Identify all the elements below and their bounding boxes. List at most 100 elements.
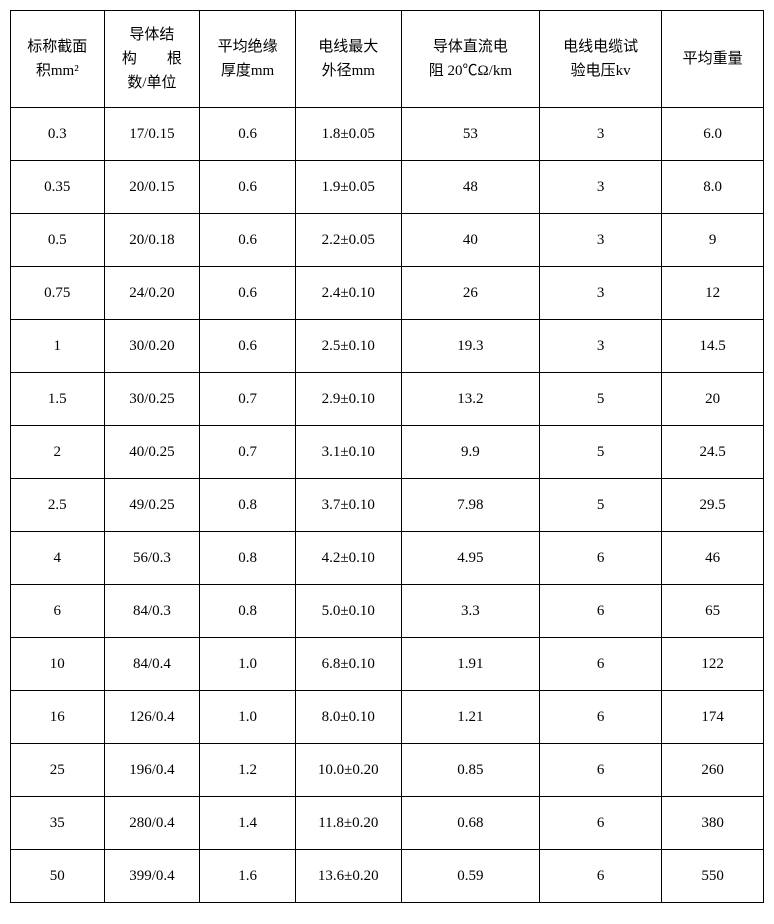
table-cell: 16: [11, 691, 105, 744]
table-cell: 3: [540, 161, 662, 214]
table-cell: 196/0.4: [104, 744, 200, 797]
table-cell: 1: [11, 320, 105, 373]
table-row: 130/0.200.62.5±0.1019.3314.5: [11, 320, 764, 373]
table-cell: 0.85: [401, 744, 539, 797]
table-row: 16126/0.41.08.0±0.101.216174: [11, 691, 764, 744]
table-cell: 0.5: [11, 214, 105, 267]
table-cell: 13.6±0.20: [295, 850, 401, 903]
table-cell: 174: [662, 691, 764, 744]
col-header-4-l1: 导体直流电: [433, 39, 508, 55]
table-cell: 1.8±0.05: [295, 108, 401, 161]
table-cell: 6: [540, 744, 662, 797]
col-header-6-l1: 平均重量: [683, 51, 743, 67]
table-cell: 6: [540, 638, 662, 691]
table-cell: 5.0±0.10: [295, 585, 401, 638]
table-cell: 14.5: [662, 320, 764, 373]
table-body: 0.317/0.150.61.8±0.055336.00.3520/0.150.…: [11, 108, 764, 903]
table-cell: 0.8: [200, 585, 296, 638]
col-header-3-l1: 电线最大: [318, 39, 378, 55]
table-cell: 8.0: [662, 161, 764, 214]
col-header-6: 平均重量: [662, 11, 764, 108]
spec-table: 标称截面 积mm² 导体结 构 根 数/单位 平均绝缘 厚度mm 电线最大 外径…: [10, 10, 764, 903]
table-cell: 10.0±0.20: [295, 744, 401, 797]
table-cell: 84/0.3: [104, 585, 200, 638]
table-row: 0.317/0.150.61.8±0.055336.0: [11, 108, 764, 161]
table-cell: 20: [662, 373, 764, 426]
table-cell: 30/0.25: [104, 373, 200, 426]
table-row: 35280/0.41.411.8±0.200.686380: [11, 797, 764, 850]
table-cell: 1.0: [200, 691, 296, 744]
table-cell: 46: [662, 532, 764, 585]
col-header-2: 平均绝缘 厚度mm: [200, 11, 296, 108]
col-header-1-l2: 构 根: [122, 51, 182, 67]
table-cell: 2.5: [11, 479, 105, 532]
table-cell: 0.6: [200, 320, 296, 373]
table-cell: 380: [662, 797, 764, 850]
table-cell: 3.1±0.10: [295, 426, 401, 479]
table-cell: 3.7±0.10: [295, 479, 401, 532]
table-row: 684/0.30.85.0±0.103.3665: [11, 585, 764, 638]
table-cell: 126/0.4: [104, 691, 200, 744]
table-cell: 2.4±0.10: [295, 267, 401, 320]
table-row: 1084/0.41.06.8±0.101.916122: [11, 638, 764, 691]
col-header-5-l1: 电线电缆试: [563, 39, 638, 55]
table-cell: 0.6: [200, 214, 296, 267]
table-row: 0.520/0.180.62.2±0.054039: [11, 214, 764, 267]
table-cell: 6: [540, 797, 662, 850]
table-cell: 0.6: [200, 108, 296, 161]
table-cell: 0.75: [11, 267, 105, 320]
col-header-0-l1: 标称截面: [27, 39, 87, 55]
col-header-5: 电线电缆试 验电压kv: [540, 11, 662, 108]
table-cell: 0.7: [200, 373, 296, 426]
table-cell: 6: [11, 585, 105, 638]
table-cell: 12: [662, 267, 764, 320]
table-row: 456/0.30.84.2±0.104.95646: [11, 532, 764, 585]
table-cell: 2: [11, 426, 105, 479]
table-row: 0.7524/0.200.62.4±0.1026312: [11, 267, 764, 320]
table-cell: 11.8±0.20: [295, 797, 401, 850]
table-cell: 35: [11, 797, 105, 850]
table-cell: 6.8±0.10: [295, 638, 401, 691]
table-row: 25196/0.41.210.0±0.200.856260: [11, 744, 764, 797]
table-cell: 3.3: [401, 585, 539, 638]
table-cell: 9: [662, 214, 764, 267]
table-cell: 0.7: [200, 426, 296, 479]
table-row: 240/0.250.73.1±0.109.9524.5: [11, 426, 764, 479]
col-header-0-l2: 积mm²: [36, 63, 79, 79]
col-header-2-l2: 厚度mm: [221, 63, 274, 79]
table-cell: 550: [662, 850, 764, 903]
table-cell: 6: [540, 691, 662, 744]
col-header-2-l1: 平均绝缘: [218, 39, 278, 55]
col-header-3: 电线最大 外径mm: [295, 11, 401, 108]
table-cell: 0.68: [401, 797, 539, 850]
table-cell: 4.2±0.10: [295, 532, 401, 585]
table-cell: 2.2±0.05: [295, 214, 401, 267]
table-cell: 3: [540, 214, 662, 267]
header-row: 标称截面 积mm² 导体结 构 根 数/单位 平均绝缘 厚度mm 电线最大 外径…: [11, 11, 764, 108]
table-cell: 10: [11, 638, 105, 691]
table-cell: 4.95: [401, 532, 539, 585]
table-cell: 1.9±0.05: [295, 161, 401, 214]
table-cell: 17/0.15: [104, 108, 200, 161]
table-header: 标称截面 积mm² 导体结 构 根 数/单位 平均绝缘 厚度mm 电线最大 外径…: [11, 11, 764, 108]
table-cell: 13.2: [401, 373, 539, 426]
table-cell: 24.5: [662, 426, 764, 479]
col-header-4: 导体直流电 阻 20℃Ω/km: [401, 11, 539, 108]
table-cell: 3: [540, 320, 662, 373]
table-cell: 6.0: [662, 108, 764, 161]
table-cell: 6: [540, 850, 662, 903]
table-cell: 0.59: [401, 850, 539, 903]
table-cell: 30/0.20: [104, 320, 200, 373]
table-cell: 56/0.3: [104, 532, 200, 585]
table-cell: 1.5: [11, 373, 105, 426]
table-cell: 1.21: [401, 691, 539, 744]
table-cell: 40: [401, 214, 539, 267]
table-cell: 26: [401, 267, 539, 320]
table-cell: 84/0.4: [104, 638, 200, 691]
col-header-3-l2: 外径mm: [322, 63, 375, 79]
table-cell: 29.5: [662, 479, 764, 532]
table-cell: 25: [11, 744, 105, 797]
col-header-1-l1: 导体结: [129, 27, 174, 43]
table-cell: 8.0±0.10: [295, 691, 401, 744]
table-cell: 49/0.25: [104, 479, 200, 532]
